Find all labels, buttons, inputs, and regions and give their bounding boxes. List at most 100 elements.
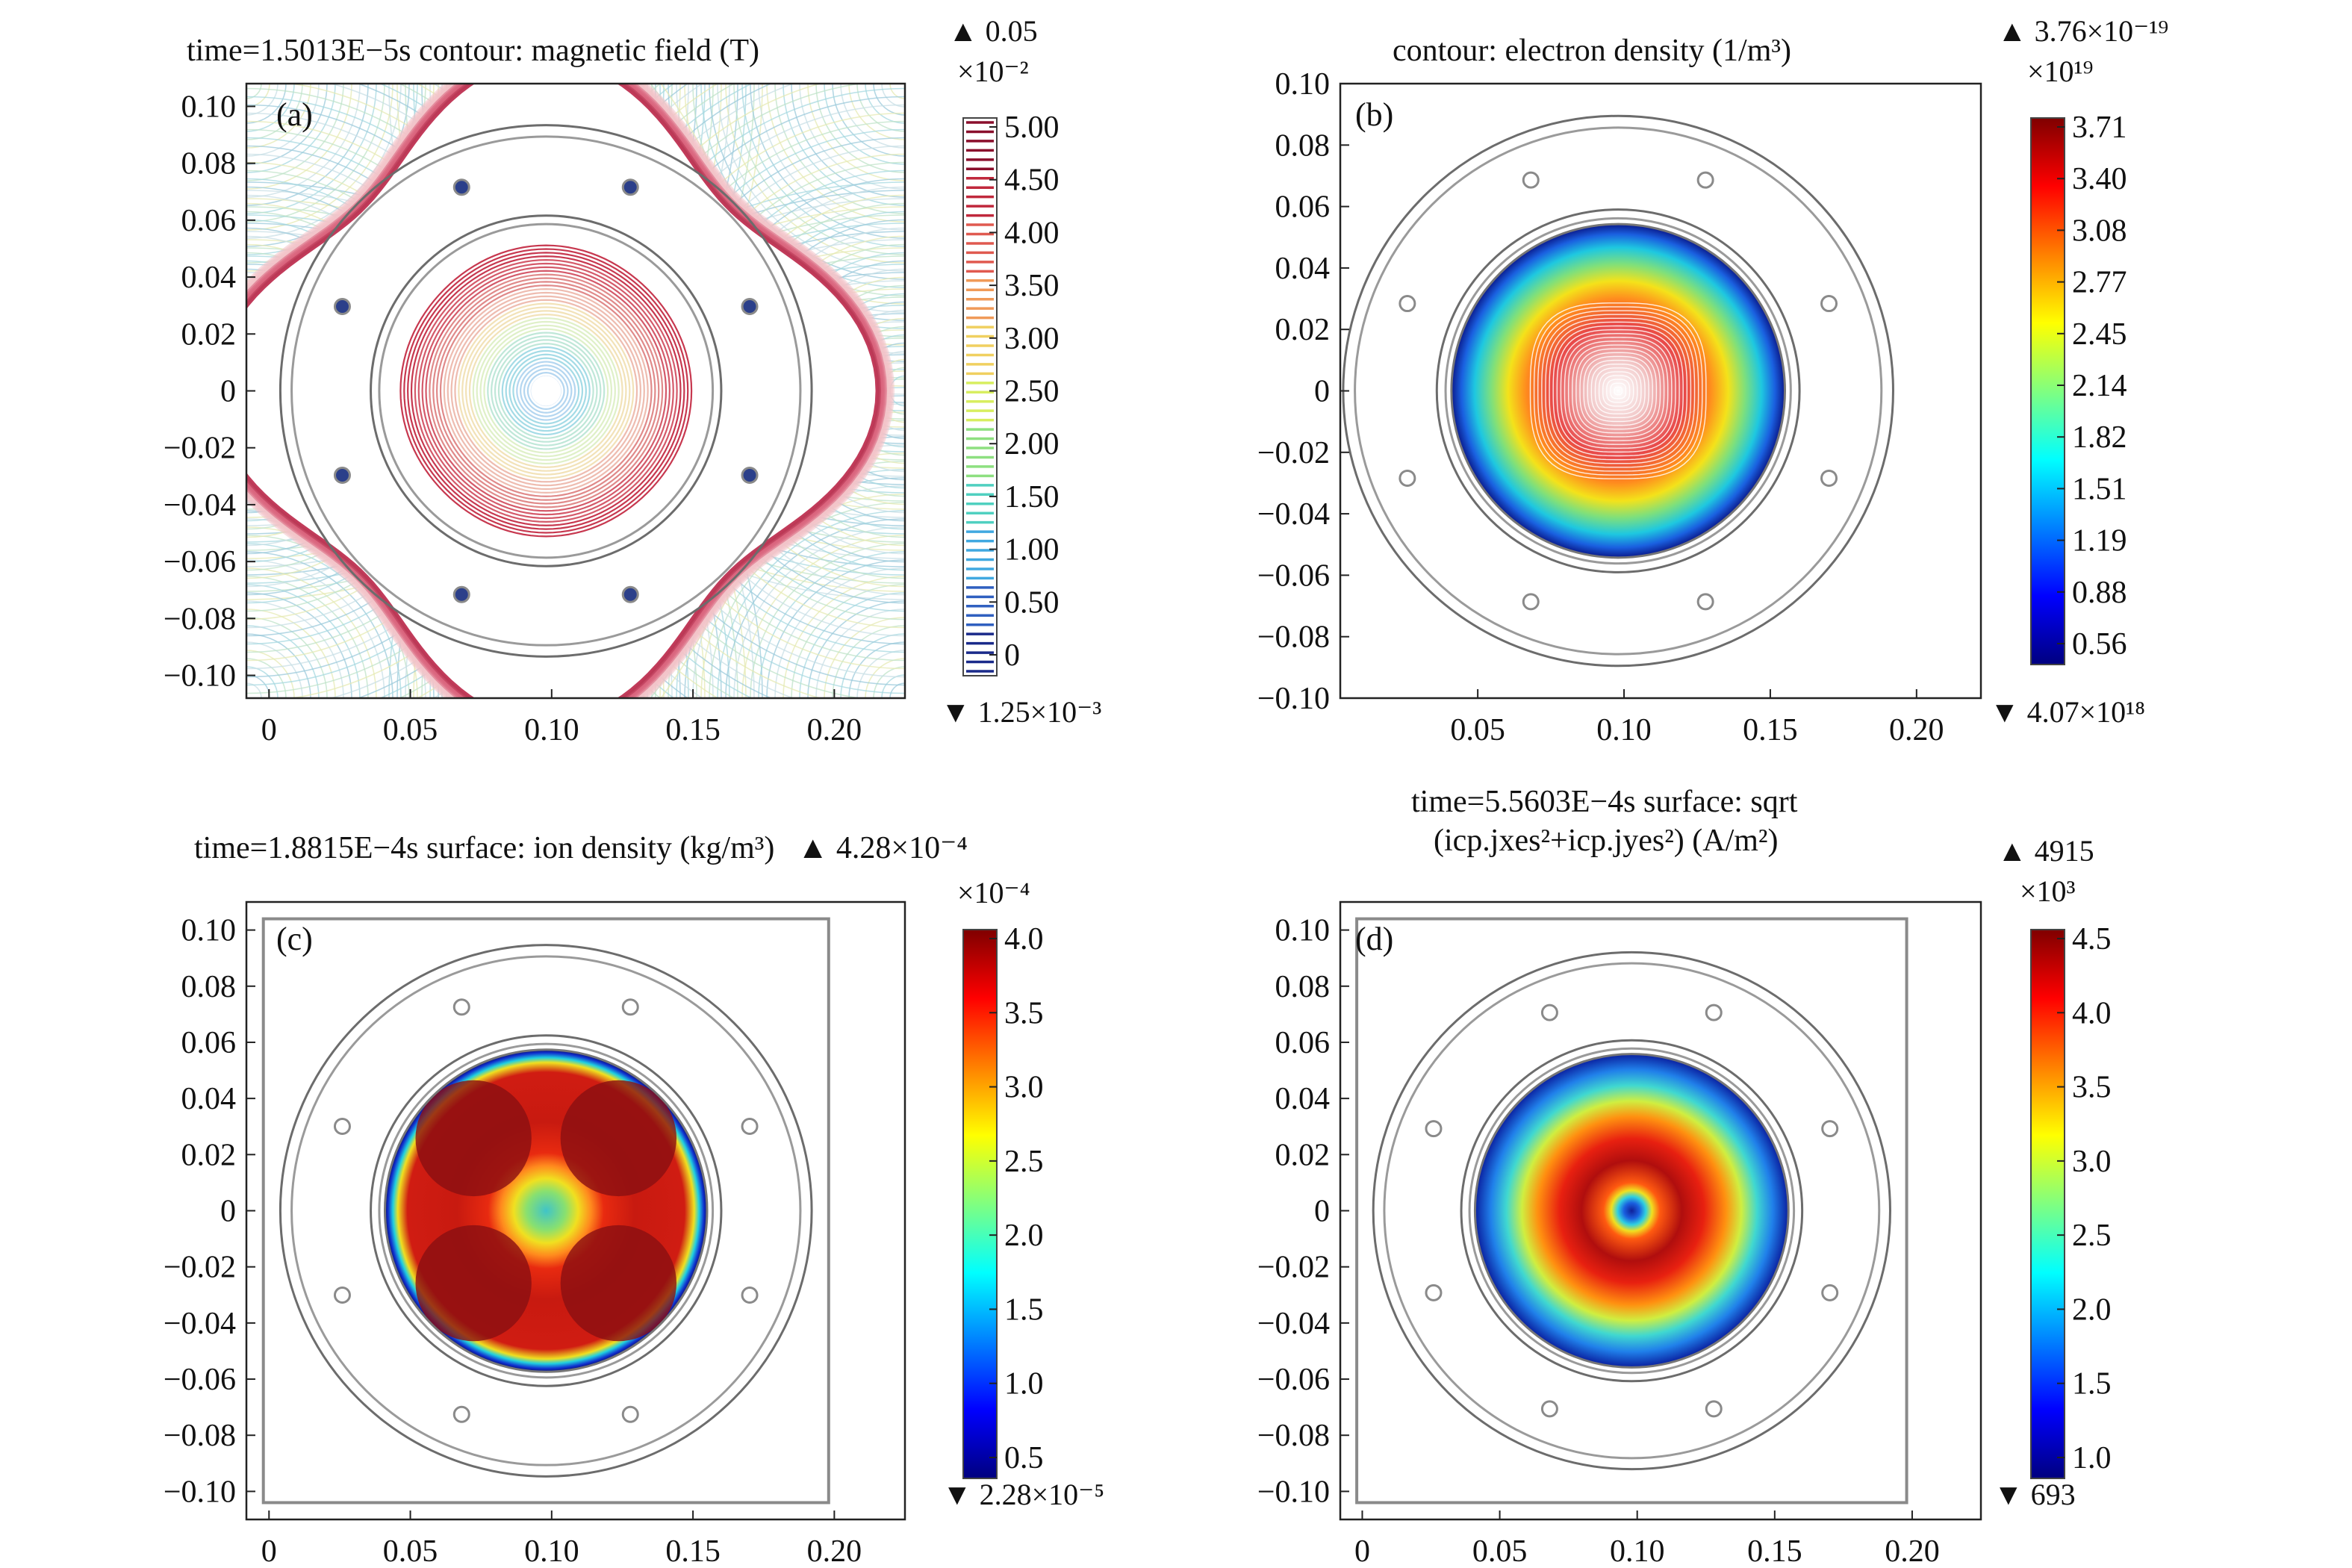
y-tick-label: 0 [220, 375, 236, 409]
y-tick-label: 0.02 [181, 317, 237, 352]
y-tick-label: −0.06 [164, 545, 236, 579]
port-hole [1820, 469, 1838, 487]
colorbar-min-label: ▼ 4.07×10¹⁸ [1990, 695, 2146, 729]
port-hole [621, 178, 639, 196]
panel-d-title-line1: time=5.5603E−4s surface: sqrt [1411, 785, 1798, 819]
x-tick-label: 0.10 [524, 713, 579, 747]
chamber-outline [1355, 917, 1908, 1505]
x-tick-label: 0 [261, 713, 277, 747]
port-hole [452, 585, 470, 603]
port-hole [1696, 593, 1714, 611]
y-tick-label: −0.04 [164, 488, 236, 523]
plot-area [1355, 917, 1908, 1505]
port-hole [1821, 1120, 1839, 1138]
y-tick-label: 0.10 [1275, 914, 1331, 948]
colorbar-tick-label: 2.5 [2072, 1219, 2112, 1253]
panel-b-plot: (b) 0.10 0.08 0.06 0.04 0.02 0 −0.02 −0.04 −0.06 −… [1257, 67, 2127, 747]
y-tick-label: −0.06 [1257, 559, 1330, 593]
colorbar-exponent: ×10³ [2020, 874, 2076, 908]
colorbar-tick-label: 2.77 [2072, 266, 2127, 300]
panel-c-plot: (c) 0.10 0.08 0.06 0.04 0.02 0 −0.02 −0.04 −0.06 −… [164, 900, 1044, 1568]
colorbar [962, 929, 998, 1479]
y-tick-label: 0.04 [181, 1082, 237, 1116]
panel-label: (c) [276, 921, 313, 957]
port-hole [1399, 469, 1416, 487]
colorbar-max-label: ▲ 4915 [1997, 834, 2094, 868]
port-hole [1540, 1400, 1558, 1418]
panel-b: contour: electron density (1/m³) (b) 0.10… [1176, 0, 2352, 784]
y-tick-label: 0.06 [181, 1026, 237, 1060]
colorbar-tick-label: 1.0 [1004, 1367, 1044, 1401]
port-hole [1522, 171, 1540, 189]
y-tick-label: 0.10 [181, 90, 237, 124]
colorbar-tick-label: 3.71 [2072, 111, 2127, 145]
colorbar-exponent: ×10¹⁹ [2027, 55, 2094, 88]
port-hole [452, 178, 470, 196]
y-tick-label: 0.04 [1275, 252, 1331, 286]
panel-label: (b) [1355, 96, 1393, 133]
colorbar-tick-label: 3.5 [2072, 1071, 2112, 1105]
y-tick-label: 0.08 [181, 970, 237, 1004]
port-hole [741, 298, 759, 316]
port-hole [1821, 1284, 1839, 1301]
y-tick-label: 0.02 [1275, 313, 1331, 347]
panel-c-title: time=1.8815E−4s surface: ion density (kg… [194, 830, 968, 866]
y-tick-label: 0.06 [1275, 190, 1331, 225]
port-hole [621, 998, 639, 1016]
colorbar-max-label: ▲ 0.05 [948, 14, 1038, 48]
y-tick-label: −0.10 [164, 1475, 236, 1509]
colorbar-tick-label: 4.50 [1004, 164, 1060, 198]
y-tick-label: −0.10 [164, 659, 236, 694]
colorbar-min-label: ▼ 693 [1994, 1478, 2076, 1511]
colorbar-exponent: ×10⁻⁴ [957, 876, 1030, 909]
chamber-outline [261, 917, 830, 1505]
y-tick-label: −0.08 [164, 1419, 236, 1453]
colorbar [2030, 117, 2065, 665]
y-tick-label: −0.06 [1257, 1363, 1330, 1397]
colorbar-tick-label: 1.00 [1004, 533, 1060, 567]
y-tick-label: 0.02 [181, 1138, 237, 1172]
colorbar-tick-label: 1.0 [2072, 1441, 2112, 1475]
x-tick-label: 0.20 [807, 713, 862, 747]
port-hole [333, 298, 351, 316]
colorbar-tick-label: 3.40 [2072, 162, 2127, 196]
colorbar-tick-label: 4.0 [1004, 922, 1044, 956]
plot-area [246, 84, 905, 698]
plot-area [1342, 114, 1894, 668]
port-hole [741, 1118, 759, 1136]
panel-d-title-line2: (icp.jxes²+icp.jyes²) (A/m²) [1434, 824, 1779, 858]
colorbar-tick-label: 2.00 [1004, 427, 1060, 461]
y-tick-label: 0.10 [1275, 67, 1331, 102]
port-hole [333, 1286, 351, 1304]
colorbar-tick-label: 2.5 [1004, 1145, 1044, 1179]
port-hole [452, 1405, 470, 1423]
colorbar-tick-label: 0.5 [1004, 1441, 1044, 1475]
port-hole [1705, 1004, 1723, 1021]
port-hole [621, 585, 639, 603]
panel-c-title-max: ▲ 4.28×10⁻⁴ [797, 831, 968, 865]
x-tick-label: 0.15 [1747, 1534, 1802, 1568]
port-hole [741, 1286, 759, 1304]
y-tick-label: −0.02 [164, 432, 236, 466]
colorbar-max-label: ▲ 3.76×10⁻¹⁹ [1997, 14, 2169, 48]
port-hole [1540, 1004, 1558, 1021]
colorbar-tick-label: 1.19 [2072, 524, 2127, 559]
y-tick-label: −0.02 [164, 1251, 236, 1285]
colorbar-min-label: ▼ 2.28×10⁻⁵ [942, 1478, 1105, 1511]
x-tick-label: 0.15 [665, 713, 721, 747]
port-hole [1399, 295, 1416, 313]
y-tick-label: 0.06 [181, 204, 237, 238]
y-tick-label: −0.04 [164, 1307, 236, 1341]
colorbar-tick-label: 3.0 [2072, 1145, 2112, 1179]
colorbar-tick-label: 0.50 [1004, 585, 1060, 620]
port-hole [1705, 1400, 1723, 1418]
x-tick-label: 0 [1354, 1534, 1370, 1568]
y-tick-label: −0.06 [164, 1363, 236, 1397]
colorbar-tick-label: 3.5 [1004, 996, 1044, 1030]
colorbar-tick-label: 0.88 [2072, 576, 2127, 610]
colorbar-tick-label: 3.08 [2072, 214, 2127, 248]
y-tick-label: −0.08 [164, 602, 236, 636]
panel-c: time=1.8815E−4s surface: ion density (kg… [0, 784, 1176, 1568]
port-hole [1696, 171, 1714, 189]
x-tick-label: 0.15 [1743, 713, 1798, 747]
